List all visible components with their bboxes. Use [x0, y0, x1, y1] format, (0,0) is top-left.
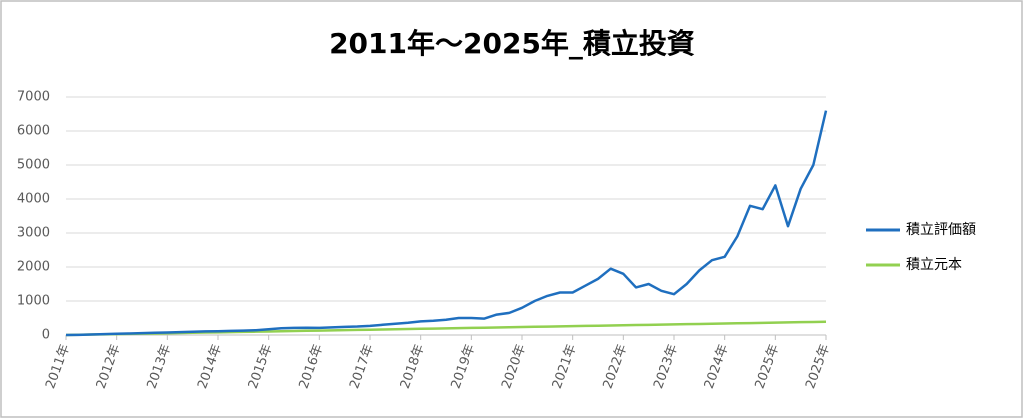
- y-tick-label: 5000: [17, 158, 50, 173]
- y-tick-label: 7000: [17, 90, 50, 105]
- chart-title: 2011年～2025年_積立投資: [329, 27, 695, 60]
- legend-label: 積立元本: [906, 257, 962, 273]
- y-tick-label: 3000: [17, 226, 50, 241]
- legend-label: 積立評価額: [906, 222, 976, 238]
- y-tick-label: 2000: [17, 260, 50, 275]
- y-tick-label: 6000: [17, 124, 50, 139]
- y-tick-label: 4000: [17, 192, 50, 207]
- y-tick-label: 1000: [17, 294, 50, 309]
- y-tick-label: 0: [42, 328, 50, 343]
- data-line: [65, 110, 828, 337]
